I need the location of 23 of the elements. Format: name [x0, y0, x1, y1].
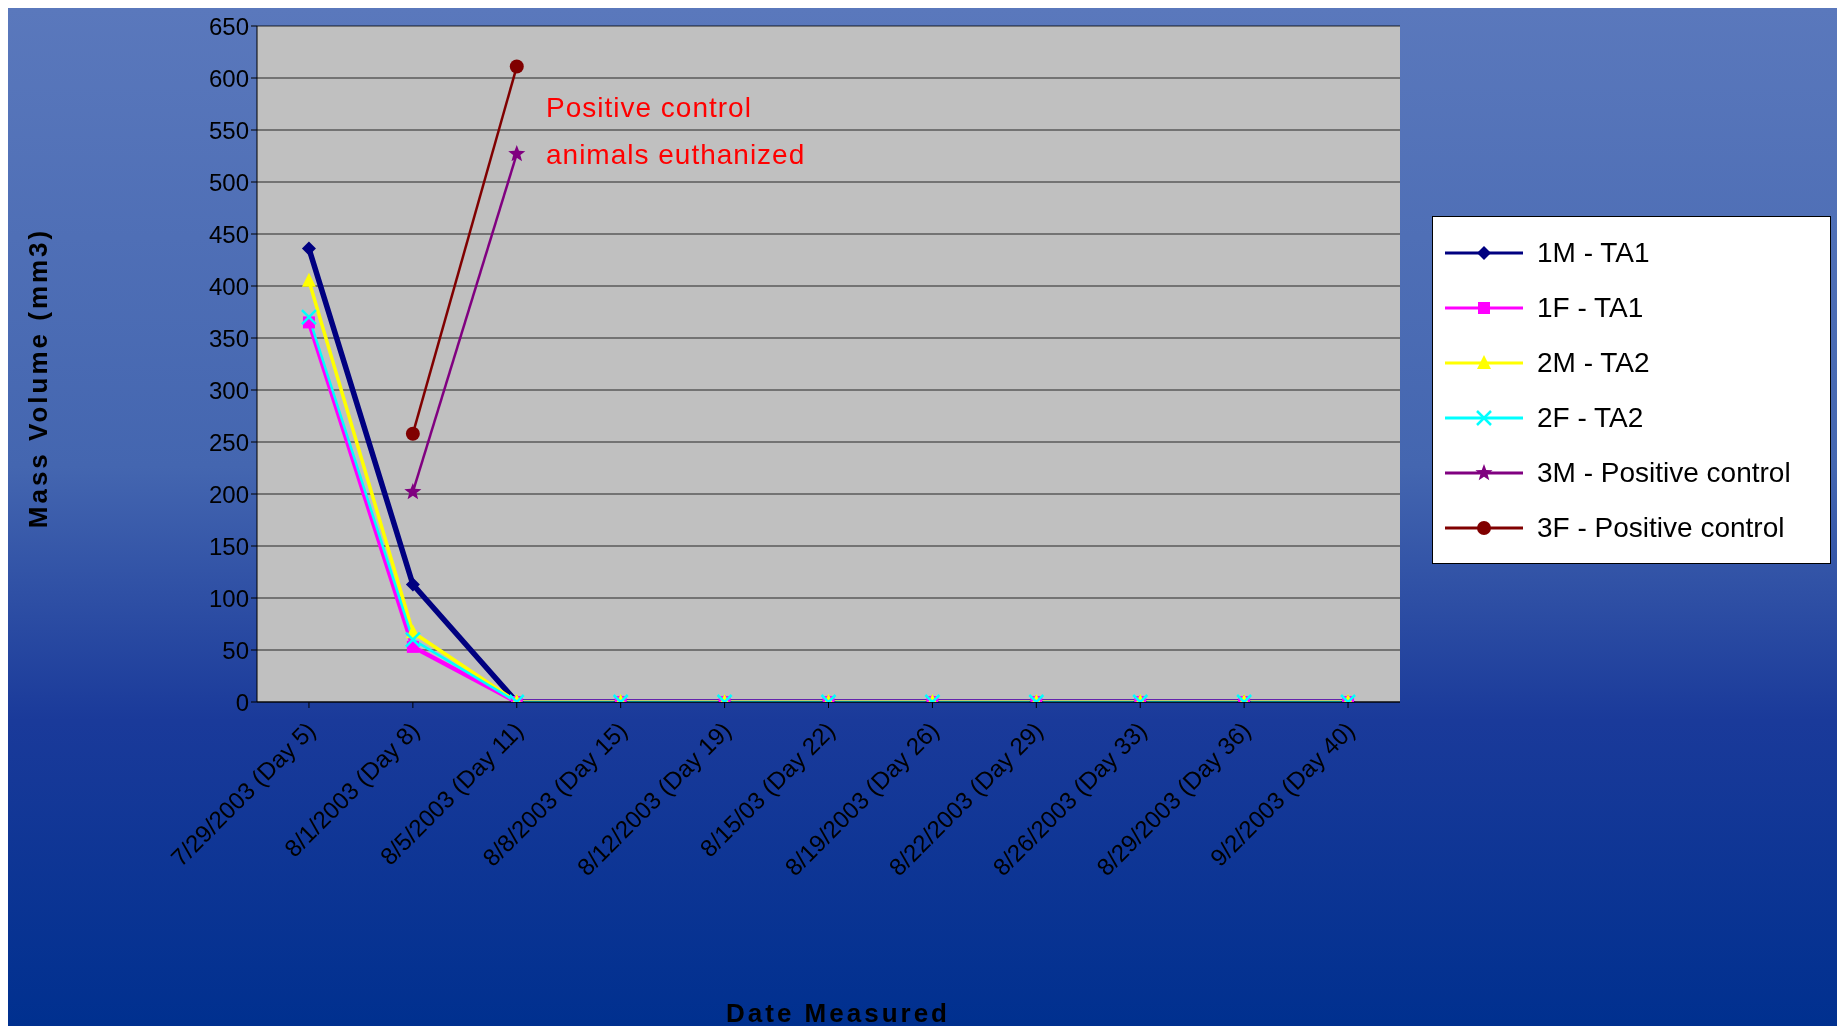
y-tick-label: 50	[222, 636, 249, 664]
y-tick-label: 100	[208, 584, 249, 612]
legend-label: 2M - TA2	[1537, 346, 1650, 379]
y-tick-label: 300	[208, 376, 249, 404]
y-tick-label: 450	[208, 220, 249, 248]
y-tick-label: 250	[208, 428, 249, 456]
annotation: Positive control animals euthanized	[546, 91, 807, 172]
legend-label: 3M - Positive control	[1537, 456, 1791, 489]
y-tick-label: 550	[208, 116, 249, 144]
y-tick-label: 400	[208, 272, 249, 300]
y-tick-label: 500	[208, 168, 249, 196]
legend-label: 1F - TA1	[1537, 291, 1644, 324]
x-axis-title: Date Measured	[726, 998, 950, 1028]
y-tick-label: 200	[208, 480, 249, 508]
y-axis-title: Mass Volume (mm3)	[22, 227, 54, 529]
legend-label: 2F - TA2	[1537, 401, 1644, 434]
legend-label: 1M - TA1	[1537, 236, 1650, 269]
y-tick-label: 150	[208, 532, 249, 560]
y-tick-label: 0	[235, 688, 249, 716]
y-tick-label: 650	[208, 12, 249, 40]
y-tick-label: 600	[208, 64, 249, 92]
y-tick-label: 350	[208, 324, 249, 352]
legend-label: 3F - Positive control	[1537, 511, 1785, 544]
